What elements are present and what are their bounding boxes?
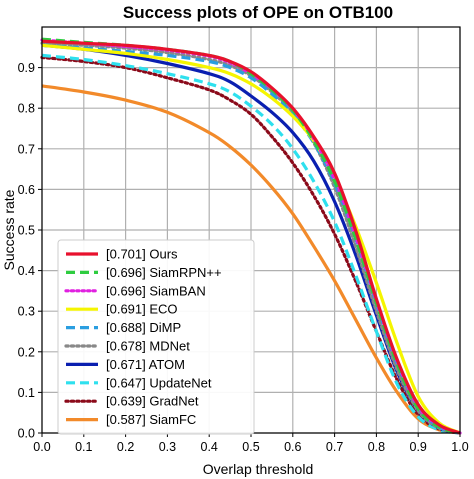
x-tick-label: 1.0 [451, 440, 468, 454]
x-tick-label: 0.5 [242, 440, 259, 454]
x-tick-label: 0.1 [75, 440, 92, 454]
y-tick-label: 0.6 [18, 183, 35, 197]
y-tick-label: 0.9 [18, 61, 35, 75]
chart-title: Success plots of OPE on OTB100 [123, 3, 393, 22]
legend-entry-label: [0.696] SiamBAN [106, 283, 206, 298]
series-line [41, 84, 461, 435]
series-lines [40, 37, 462, 435]
series-line [41, 39, 461, 435]
legend-entry-label: [0.647] UpdateNet [106, 375, 212, 390]
legend-entry-label: [0.587] SiamFC [106, 412, 196, 427]
x-tick-label: 0.0 [33, 440, 50, 454]
y-tick-label: 0.7 [18, 142, 35, 156]
y-tick-label: 0.5 [18, 224, 35, 238]
x-tick-label: 0.2 [117, 440, 134, 454]
series-line [40, 55, 462, 435]
x-tick-label: 0.4 [201, 440, 218, 454]
y-tick-label: 0.1 [18, 386, 35, 400]
x-axis-label: Overlap threshold [203, 461, 314, 477]
legend: [0.701] Ours [0.696] SiamRPN++ [0.696] Sia… [57, 239, 255, 435]
x-tick-label: 0.3 [159, 440, 176, 454]
y-tick-label: 0.4 [18, 264, 35, 278]
tick-labels: 0.0 0.1 0.2 0.3 0.4 0.5 0.6 0.7 0.8 0.9 1.0 0.0 0.1 0… [18, 61, 469, 454]
x-tick-label: 0.8 [368, 440, 385, 454]
y-axis-label: Success rate [1, 189, 17, 270]
legend-entry-label: [0.688] DiMP [106, 320, 181, 335]
y-tick-label: 0.0 [18, 427, 35, 441]
series-line [41, 53, 461, 435]
legend-entry-label: [0.696] SiamRPN++ [106, 265, 222, 280]
y-tick-label: 0.3 [18, 305, 35, 319]
legend-entry-label: [0.691] ECO [106, 302, 178, 317]
series-line [41, 43, 461, 435]
x-tick-label: 0.7 [326, 440, 343, 454]
y-tick-label: 0.2 [18, 345, 35, 359]
legend-entry-label: [0.701] Ours [106, 247, 178, 262]
x-tick-label: 0.9 [410, 440, 427, 454]
legend-entry-label: [0.671] ATOM [106, 357, 185, 372]
legend-entry-label: [0.678] MDNet [106, 339, 190, 354]
legend-entry-label: [0.639] GradNet [106, 394, 199, 409]
x-tick-label: 0.6 [284, 440, 301, 454]
legend-box [57, 239, 255, 435]
y-tick-label: 0.8 [18, 102, 35, 116]
